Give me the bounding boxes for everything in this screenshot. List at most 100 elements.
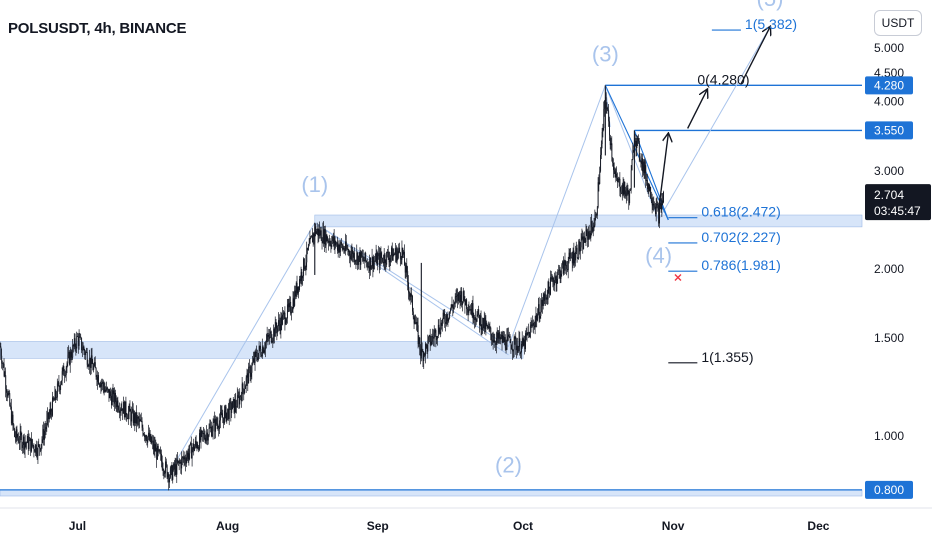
candle <box>198 444 200 453</box>
candle <box>342 242 344 251</box>
candle <box>326 234 328 242</box>
candle <box>595 211 597 221</box>
candle <box>132 403 134 426</box>
candle-body <box>194 440 196 447</box>
candle <box>319 221 321 239</box>
candle <box>358 251 360 262</box>
candle <box>81 337 83 354</box>
candle-body <box>472 303 474 319</box>
candle <box>471 302 472 316</box>
candle-body <box>266 334 268 341</box>
candle-body <box>458 292 459 302</box>
candle-body <box>564 260 566 266</box>
candle <box>544 291 546 304</box>
candle <box>525 327 527 341</box>
candle <box>47 407 49 426</box>
candle-body <box>51 411 53 416</box>
candle <box>436 336 438 345</box>
candle-body <box>385 263 387 265</box>
candle <box>375 244 377 264</box>
candle <box>462 301 464 312</box>
candle-body <box>67 354 69 364</box>
candle <box>614 167 616 178</box>
candle <box>324 225 326 249</box>
candle-body <box>536 314 538 321</box>
candle <box>396 246 398 265</box>
candle <box>471 300 473 318</box>
candle-body <box>567 269 568 271</box>
candle <box>137 412 139 426</box>
candle <box>383 254 384 267</box>
candle <box>589 230 591 240</box>
candle <box>69 350 70 366</box>
candle <box>321 237 323 250</box>
candle <box>596 212 598 218</box>
candle <box>462 287 464 304</box>
currency-button[interactable]: USDT <box>874 10 922 36</box>
candle <box>60 380 62 386</box>
candle-body <box>109 391 111 399</box>
candle <box>374 253 376 263</box>
candle <box>98 372 100 385</box>
candle <box>580 233 582 251</box>
candle-body <box>587 231 589 240</box>
candle-body <box>34 450 36 453</box>
candle-body <box>191 449 193 459</box>
candle <box>76 331 78 354</box>
price-tick-6: 5.000 <box>874 41 904 55</box>
candle <box>634 134 636 147</box>
candle-body <box>265 342 267 350</box>
price-tick-4: 4.000 <box>874 95 904 109</box>
candle <box>588 226 589 247</box>
candle-body <box>300 271 302 282</box>
candle-body <box>215 418 217 432</box>
candle-body <box>164 473 166 475</box>
candle-body <box>305 262 307 268</box>
candle-body <box>324 229 326 245</box>
candle <box>562 260 564 269</box>
candle <box>263 347 265 354</box>
candle-body <box>439 332 441 334</box>
candle <box>2 362 4 368</box>
candle <box>558 264 560 276</box>
candle <box>366 258 368 271</box>
candle <box>157 443 158 461</box>
candle <box>83 345 85 355</box>
candle <box>291 306 292 321</box>
candle <box>359 247 361 270</box>
candle-body <box>366 260 367 263</box>
candle-body <box>135 412 137 424</box>
candle <box>108 389 110 402</box>
candle-body <box>256 352 258 358</box>
fib-label-1: 0(4.280) <box>697 71 749 87</box>
candle-body <box>483 317 485 329</box>
candle-body <box>87 364 89 367</box>
candle-body <box>466 308 468 311</box>
candle <box>610 137 612 151</box>
candle-body <box>153 444 155 450</box>
candle-body <box>485 322 487 330</box>
candle <box>542 292 544 310</box>
candle <box>144 432 146 442</box>
candle-body <box>195 440 197 444</box>
candle-body <box>52 397 54 416</box>
candle <box>151 436 153 445</box>
candle <box>463 290 465 302</box>
candle <box>391 242 393 261</box>
candle-body <box>214 419 216 432</box>
price-tag-1: 3.550 <box>874 123 904 137</box>
candle <box>220 405 222 416</box>
candle <box>170 464 172 476</box>
candle-body <box>102 381 104 387</box>
candle-body <box>149 434 151 440</box>
candle-body <box>563 260 565 274</box>
candle <box>655 198 657 222</box>
candle <box>558 265 560 279</box>
candle <box>458 291 460 303</box>
candle-body <box>152 440 154 442</box>
candle <box>311 235 313 238</box>
candle <box>411 287 413 303</box>
candle <box>398 243 400 259</box>
candle-body <box>129 406 131 412</box>
